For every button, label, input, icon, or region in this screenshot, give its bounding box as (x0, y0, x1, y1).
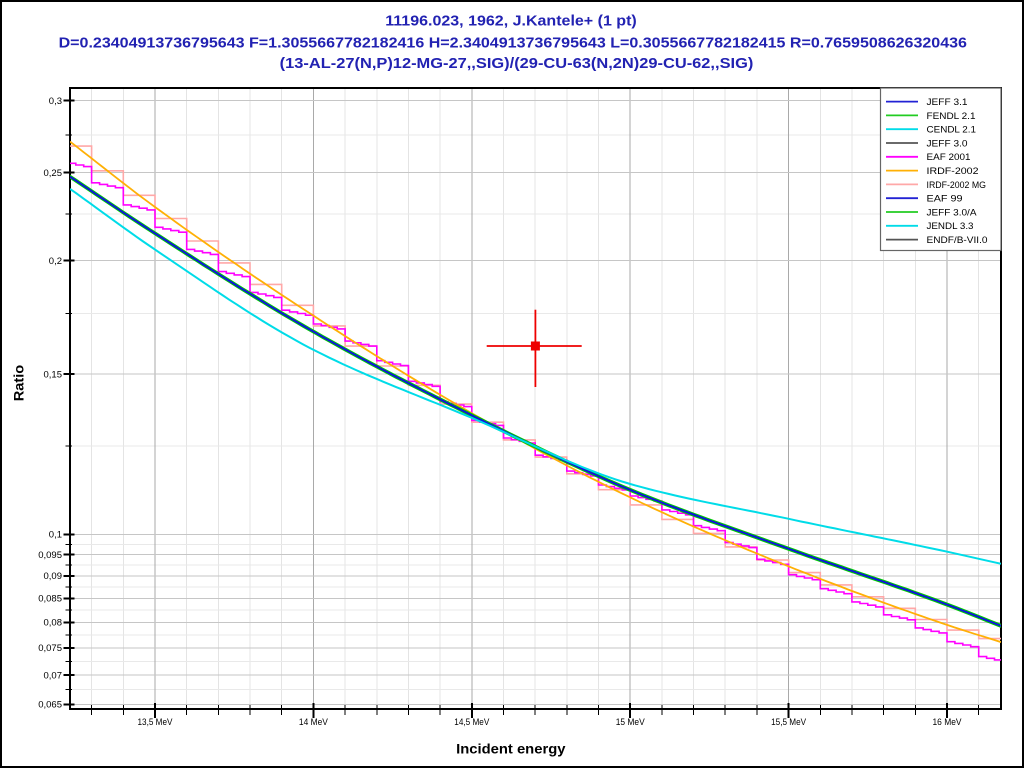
svg-text:EAF 2001: EAF 2001 (927, 152, 971, 163)
svg-text:13,5 MeV: 13,5 MeV (138, 717, 174, 728)
svg-text:FENDL 2.1: FENDL 2.1 (927, 111, 976, 122)
svg-text:ENDF/B-VII.0: ENDF/B-VII.0 (927, 235, 988, 246)
svg-text:0,25: 0,25 (44, 168, 63, 179)
svg-text:JEFF 3.0: JEFF 3.0 (927, 138, 968, 149)
svg-text:0,07: 0,07 (44, 670, 63, 681)
svg-text:15 MeV: 15 MeV (616, 717, 646, 728)
svg-text:0,09: 0,09 (44, 571, 63, 582)
svg-text:JENDL 3.3: JENDL 3.3 (927, 221, 974, 232)
svg-text:0,2: 0,2 (49, 256, 62, 267)
svg-text:0,1: 0,1 (49, 530, 62, 541)
svg-text:15,5 MeV: 15,5 MeV (771, 717, 807, 728)
svg-text:(13-AL-27(N,P)12-MG-27,,SIG)/(: (13-AL-27(N,P)12-MG-27,,SIG)/(29-CU-63(N… (280, 55, 754, 72)
svg-text:14 MeV: 14 MeV (299, 717, 329, 728)
svg-text:0,15: 0,15 (44, 369, 63, 380)
svg-text:IRDF-2002 MG: IRDF-2002 MG (927, 180, 987, 191)
svg-text:11196.023, 1962, J.Kantele+ (1: 11196.023, 1962, J.Kantele+ (1 pt) (385, 13, 637, 30)
svg-text:0,065: 0,065 (38, 700, 62, 711)
svg-text:D=0.23404913736795643 F=1.3055: D=0.23404913736795643 F=1.30556677821824… (59, 35, 967, 52)
svg-text:JEFF 3.0/A: JEFF 3.0/A (927, 207, 978, 218)
svg-text:JEFF 3.1: JEFF 3.1 (927, 97, 968, 108)
svg-text:EAF 99: EAF 99 (927, 194, 963, 205)
svg-text:0,095: 0,095 (38, 550, 62, 561)
svg-text:Incident energy: Incident energy (456, 742, 566, 757)
svg-text:0,08: 0,08 (44, 618, 63, 629)
svg-text:IRDF-2002: IRDF-2002 (927, 166, 979, 177)
svg-text:16 MeV: 16 MeV (933, 717, 963, 728)
svg-text:Ratio: Ratio (12, 365, 27, 401)
svg-text:0,075: 0,075 (38, 643, 62, 654)
svg-text:14,5 MeV: 14,5 MeV (454, 717, 490, 728)
svg-text:0,085: 0,085 (38, 594, 62, 605)
svg-text:0,3: 0,3 (49, 96, 62, 107)
svg-text:CENDL 2.1: CENDL 2.1 (927, 125, 977, 136)
